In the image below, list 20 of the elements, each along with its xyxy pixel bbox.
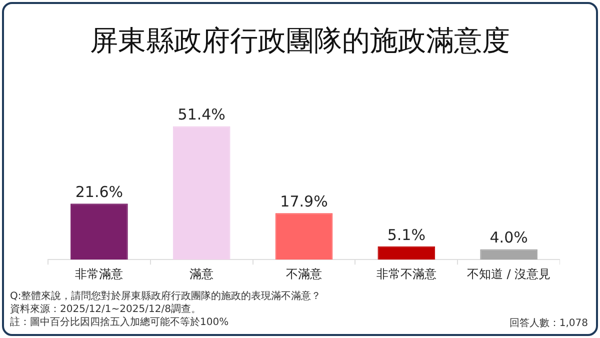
data-label: 17.9%: [280, 192, 328, 211]
bar: [378, 246, 436, 260]
bar: [172, 126, 230, 260]
text: 註：圖中百分比因四捨五入加總可能不等於100%: [10, 316, 230, 329]
chart-title: 屏東縣政府行政團隊的施政滿意度: [89, 23, 511, 59]
data-label: 4.0%: [490, 228, 528, 247]
x-tick-label: 不知道 / 沒意見: [466, 266, 551, 281]
text: Q:整體來說，請問您對於屏東縣政府行政團隊的施政的表現滿不滿意？: [10, 290, 322, 303]
data-label: 21.6%: [75, 182, 124, 201]
bar: [480, 249, 538, 260]
bar: [70, 204, 128, 260]
x-tick-label: 滿意: [190, 266, 214, 281]
text: 回答人數：1,078: [509, 317, 588, 330]
x-tick-label: 非常不滿意: [376, 266, 436, 281]
x-tick-label: 非常滿意: [75, 266, 124, 281]
source-note: 資料來源：2025/12/1~2025/12/8調查。: [10, 303, 202, 316]
data-label: 51.4%: [178, 106, 226, 124]
bar: [275, 213, 333, 260]
x-tick-label: 不滿意: [286, 266, 322, 281]
data-label: 5.1%: [387, 226, 426, 244]
